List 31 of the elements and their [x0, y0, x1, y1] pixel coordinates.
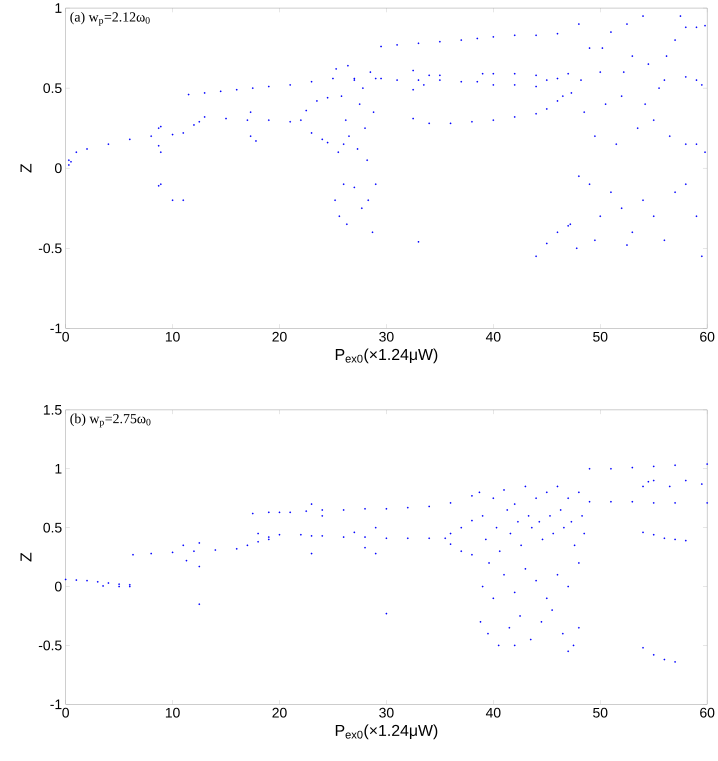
y-axis-title: Z [20, 164, 32, 173]
y-tick-label: 0 [54, 163, 62, 174]
x-tick-label: 0 [62, 708, 69, 718]
x-tick-label: 40 [486, 708, 500, 718]
annotation: (b) w$_{p}$=2.75ω$_{0}$ [70, 414, 150, 428]
x-tick-label: 10 [166, 708, 180, 718]
y-tick-label: 1.5 [44, 405, 62, 415]
y-tick-label: 1 [55, 3, 62, 13]
y-axis-title: Z [20, 552, 32, 562]
x-tick-label: 40 [486, 332, 500, 342]
x-tick-label: 60 [700, 708, 714, 718]
y-tick-label: 0.5 [43, 522, 62, 533]
y-tick-label: 0.5 [43, 83, 62, 94]
x-tick-label: 20 [272, 708, 287, 718]
x-axis-title: P$_{ex0}$(×1.24μW) [336, 348, 438, 364]
annotation: (a) w$_{p}$=2.12ω$_{0}$ [70, 12, 150, 26]
y-tick-label: -0.5 [38, 243, 62, 254]
y-tick-label: 0 [54, 582, 62, 592]
y-tick-label: -0.5 [38, 640, 62, 650]
x-tick-label: 30 [379, 708, 394, 718]
x-tick-label: 0 [62, 332, 69, 342]
x-tick-label: 20 [272, 332, 287, 342]
x-tick-label: 10 [166, 332, 180, 342]
x-tick-label: 30 [379, 332, 394, 342]
x-tick-label: 50 [593, 332, 608, 342]
y-tick-label: -1 [50, 324, 62, 334]
x-tick-label: 50 [593, 708, 608, 718]
x-tick-label: 60 [700, 332, 714, 342]
y-tick-label: -1 [50, 700, 62, 710]
x-axis-title: P$_{ex0}$(×1.24μW) [336, 724, 438, 740]
y-tick-label: 1 [55, 464, 62, 474]
